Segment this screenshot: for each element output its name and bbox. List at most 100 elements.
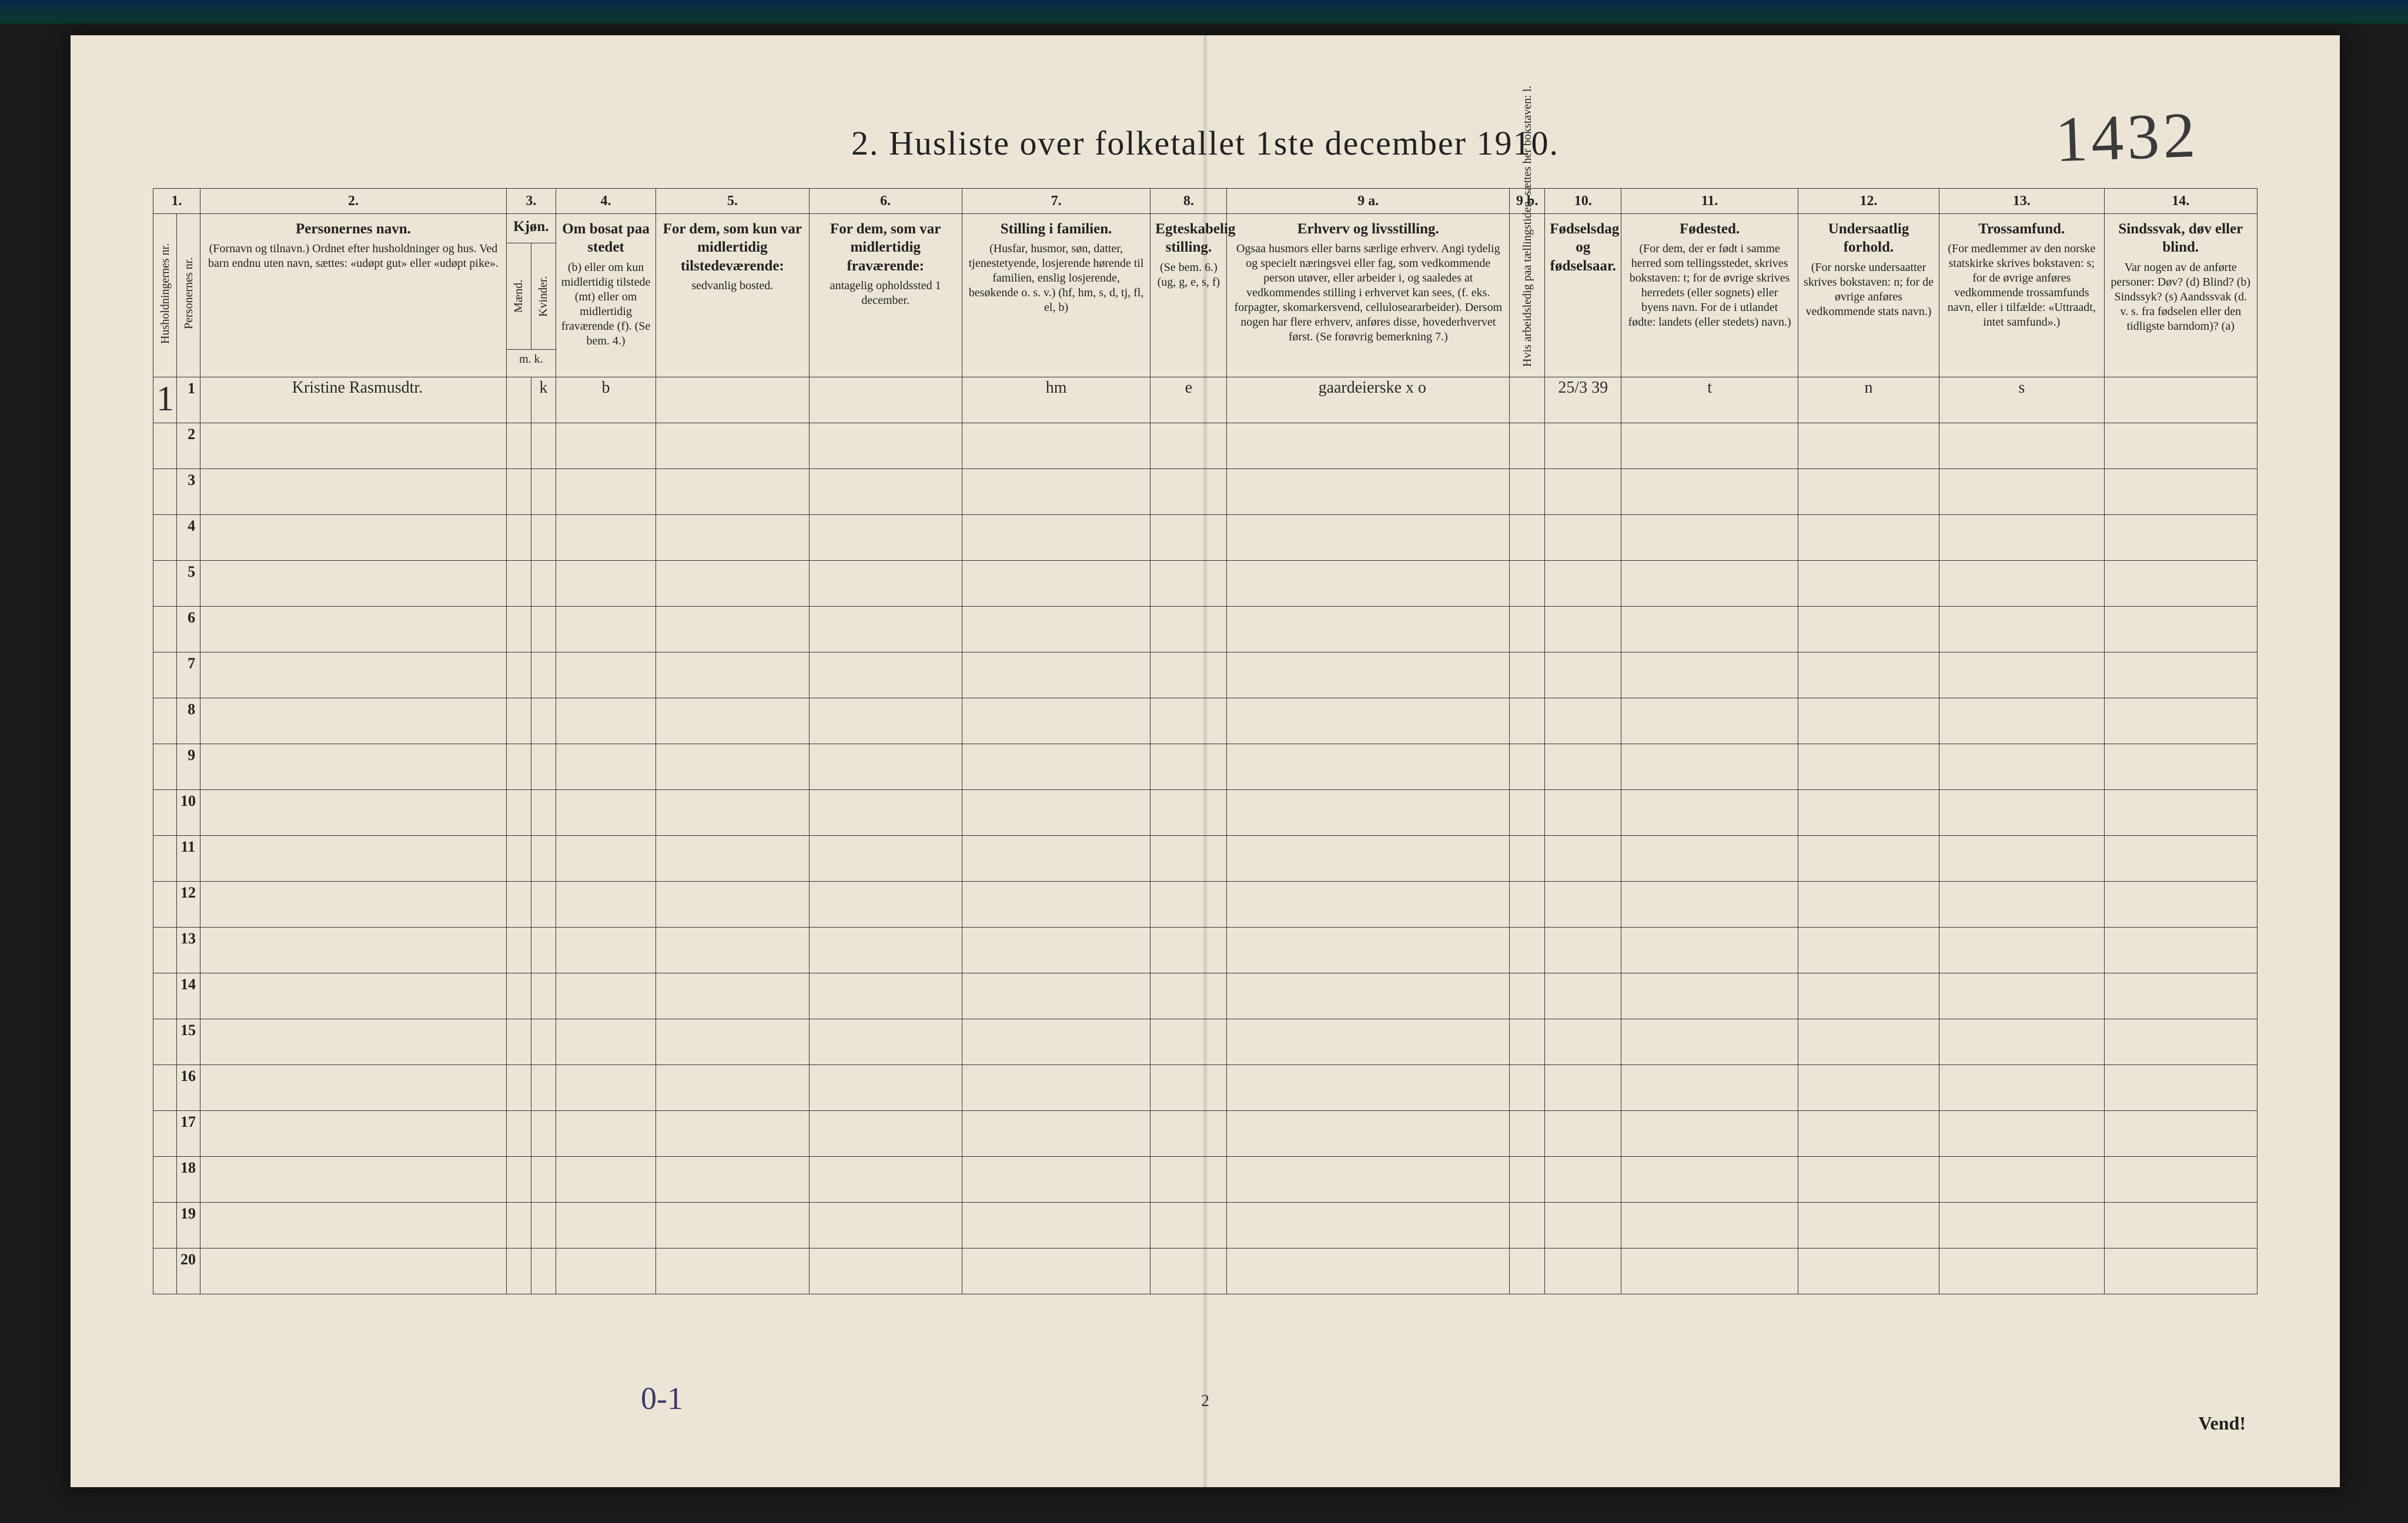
cell-tros [1939, 560, 2104, 606]
cell-tros [1939, 973, 2104, 1019]
cell-sex-k [531, 744, 556, 789]
cell-tros [1939, 1019, 2104, 1065]
cell-hushold [153, 1202, 177, 1248]
cell-erhverv [1227, 1110, 1510, 1156]
cell-midl-frav [809, 423, 962, 468]
colnum-13: 13. [1939, 189, 2104, 214]
cell-fodested [1621, 1248, 1798, 1294]
cell-arbeidsledig [1510, 560, 1545, 606]
cell-arbeidsledig [1510, 973, 1545, 1019]
cell-erhverv [1227, 1019, 1510, 1065]
cell-egte [1151, 1065, 1227, 1110]
cell-sex-m [506, 927, 531, 973]
cell-arbeidsledig [1510, 606, 1545, 652]
table-row: 17 [153, 1110, 2258, 1156]
cell-arbeidsledig [1510, 1065, 1545, 1110]
cell-egte [1151, 1019, 1227, 1065]
cell-sind [2104, 1156, 2258, 1202]
cell-stilling [962, 1156, 1150, 1202]
cell-egte [1151, 423, 1227, 468]
cell-tros [1939, 698, 2104, 744]
cell-name [200, 973, 507, 1019]
cell-undersaat [1798, 835, 1939, 881]
cell-midl-tilstede [656, 789, 809, 835]
cell-tros [1939, 881, 2104, 927]
cell-sex-m [506, 468, 531, 514]
cell-hushold [153, 1110, 177, 1156]
cell-arbeidsledig [1510, 1248, 1545, 1294]
cell-midl-frav [809, 560, 962, 606]
cell-erhverv [1227, 468, 1510, 514]
cell-midl-frav [809, 377, 962, 423]
cell-tros [1939, 606, 2104, 652]
cell-midl-frav [809, 744, 962, 789]
cell-stilling [962, 560, 1150, 606]
cell-fodsel [1545, 1110, 1621, 1156]
cell-midl-frav [809, 1065, 962, 1110]
cell-fodested [1621, 1065, 1798, 1110]
cell-midl-tilstede [656, 927, 809, 973]
cell-midl-frav [809, 881, 962, 927]
cell-sex-k: k [531, 377, 556, 423]
cell-personnr: 8 [177, 698, 200, 744]
colnum-3: 3. [506, 189, 556, 214]
cell-midl-frav [809, 652, 962, 698]
cell-fodsel [1545, 606, 1621, 652]
cell-egte [1151, 1248, 1227, 1294]
cell-sex-k [531, 560, 556, 606]
cell-sex-m [506, 1110, 531, 1156]
cell-fodested [1621, 560, 1798, 606]
cell-midl-tilstede [656, 652, 809, 698]
hdr-midl-frav: For dem, som var midlertidig fraværende:… [809, 214, 962, 377]
cell-fodested [1621, 835, 1798, 881]
cell-midl-tilstede [656, 698, 809, 744]
cell-fodsel [1545, 652, 1621, 698]
cell-sex-m [506, 789, 531, 835]
cell-bosat [556, 606, 655, 652]
cell-erhverv [1227, 789, 1510, 835]
cell-hushold [153, 606, 177, 652]
cell-hushold [153, 468, 177, 514]
cell-sex-k [531, 468, 556, 514]
cell-erhverv [1227, 744, 1510, 789]
table-row: 7 [153, 652, 2258, 698]
cell-midl-tilstede [656, 881, 809, 927]
cell-stilling [962, 1110, 1150, 1156]
cell-midl-frav [809, 835, 962, 881]
cell-midl-tilstede [656, 606, 809, 652]
cell-hushold [153, 927, 177, 973]
colnum-1: 1. [153, 189, 200, 214]
cell-personnr: 18 [177, 1156, 200, 1202]
cell-sind [2104, 652, 2258, 698]
table-row: 13 [153, 927, 2258, 973]
cell-arbeidsledig [1510, 423, 1545, 468]
table-row: 20 [153, 1248, 2258, 1294]
hdr-arbeidsledig: Hvis arbeidsledig paa tællingstiden, sæt… [1510, 214, 1545, 377]
table-row: 4 [153, 514, 2258, 560]
cell-sind [2104, 698, 2258, 744]
cell-tros: s [1939, 377, 2104, 423]
cell-midl-tilstede [656, 973, 809, 1019]
cell-personnr: 13 [177, 927, 200, 973]
cell-hushold [153, 560, 177, 606]
cell-stilling [962, 1065, 1150, 1110]
colnum-6: 6. [809, 189, 962, 214]
cell-undersaat [1798, 789, 1939, 835]
cell-name [200, 744, 507, 789]
cell-bosat [556, 881, 655, 927]
cell-undersaat [1798, 1202, 1939, 1248]
cell-name [200, 1065, 507, 1110]
cell-midl-tilstede [656, 423, 809, 468]
cell-fodsel [1545, 1248, 1621, 1294]
table-row: 5 [153, 560, 2258, 606]
cell-personnr: 15 [177, 1019, 200, 1065]
table-row: 6 [153, 606, 2258, 652]
cell-fodested: t [1621, 377, 1798, 423]
cell-sind [2104, 789, 2258, 835]
cell-hushold [153, 652, 177, 698]
cell-personnr: 12 [177, 881, 200, 927]
cell-arbeidsledig [1510, 1156, 1545, 1202]
cell-sind [2104, 560, 2258, 606]
hdr-kjon: Kjøn. Mænd. Kvinder. m. k. [506, 214, 556, 377]
cell-erhverv [1227, 652, 1510, 698]
